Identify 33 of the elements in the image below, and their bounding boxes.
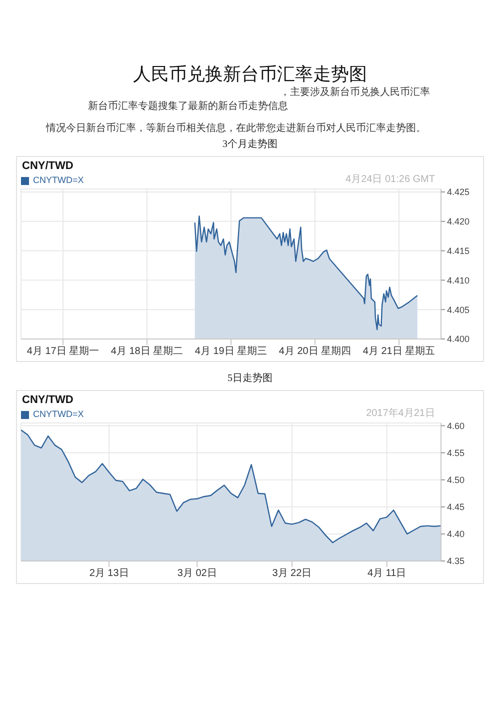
y-tick-label: 4.405 bbox=[447, 304, 470, 315]
x-tick-label: 4月 17日 星期一 bbox=[26, 345, 100, 358]
text: 人民币兑换新台币汇率走势图 bbox=[132, 63, 368, 86]
y-tick-label: 4.60 bbox=[447, 420, 465, 431]
y-tick-label: 4.55 bbox=[447, 448, 465, 458]
legend-label: CNYTWD=X bbox=[33, 175, 84, 185]
chart-title: CNY/TWD bbox=[21, 159, 74, 173]
x-tick-label: 4月 20日 星期四 bbox=[278, 345, 352, 358]
chart-subtitle: 2017年4月21日 bbox=[366, 408, 435, 420]
y-tick-label: 4.50 bbox=[447, 475, 465, 486]
text: 新台币汇率专题搜集了最新的新台币走势信息 bbox=[87, 100, 289, 114]
legend-label: CNYTWD=X bbox=[33, 409, 84, 419]
y-tick-label: 4.415 bbox=[447, 246, 470, 256]
y-tick-label: 4.45 bbox=[447, 502, 465, 512]
x-tick-label: 2月 13日 bbox=[89, 568, 129, 580]
text: 3个月走势图 bbox=[222, 138, 278, 152]
x-tick-label: 4月 19日 星期三 bbox=[194, 345, 268, 358]
y-tick-label: 4.410 bbox=[447, 275, 470, 286]
x-tick-label: 4月 18日 星期二 bbox=[110, 345, 184, 358]
y-tick-label: 4.35 bbox=[447, 556, 465, 566]
text: 情况今日新台币汇率，等新台币相关信息，在此带您走进新台币对人民币汇率走势图。 bbox=[44, 122, 427, 136]
y-tick-label: 4.420 bbox=[447, 216, 470, 227]
text: ，主要涉及新台币兑换人民币汇率 bbox=[279, 86, 431, 100]
y-tick-label: 4.40 bbox=[447, 529, 465, 540]
x-tick-label: 3月 22日 bbox=[272, 568, 312, 580]
chart-subtitle: 4月24日 01:26 GMT bbox=[346, 174, 435, 186]
x-tick-label: 4月 21日 星期五 bbox=[362, 345, 436, 358]
x-tick-label: 4月 11日 bbox=[367, 568, 406, 580]
text: 5日走势图 bbox=[226, 372, 274, 386]
x-tick-label: 3月 02日 bbox=[177, 568, 217, 580]
chart-title: CNY/TWD bbox=[21, 393, 74, 407]
y-tick-label: 4.400 bbox=[447, 334, 470, 344]
y-tick-label: 4.425 bbox=[447, 187, 470, 198]
